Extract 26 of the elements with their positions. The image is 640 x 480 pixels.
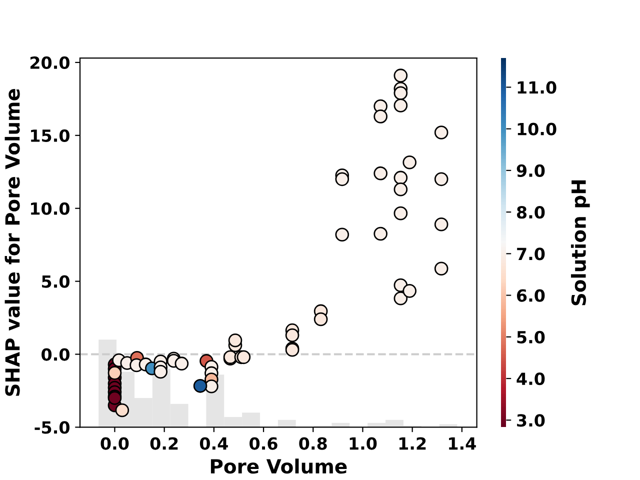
color-bar-title: Solution pH [570, 180, 590, 306]
color-bar-label: 9.0 [516, 164, 545, 178]
x-axis-title: Pore Volume [210, 458, 347, 474]
y-tick-label: 5.0 [42, 275, 70, 288]
x-tick-label: 0.0 [100, 437, 129, 450]
x-tick-label: 1.4 [449, 437, 476, 450]
y-tick-label: 15.0 [31, 129, 70, 142]
y-axis-title: SHAP value for Pore Volume [4, 88, 20, 396]
y-tick-label: -5.0 [34, 421, 70, 434]
y-tick-label: 20.0 [30, 56, 70, 70]
x-tick-label: 0.2 [150, 437, 178, 450]
color-bar-label: 10.0 [518, 122, 556, 136]
color-bar-label: 7.0 [517, 248, 545, 260]
y-tick-label: 0.0 [42, 348, 70, 361]
color-bar-label: 3.0 [517, 414, 545, 427]
color-bar-label: 6.0 [516, 289, 545, 302]
color-bar-label: 4.0 [516, 372, 545, 386]
y-tick-label: 10.0 [31, 202, 70, 215]
color-bar-label: 11.0 [518, 81, 556, 94]
x-tick-label: 0.4 [200, 437, 228, 450]
color-bar-label: 5.0 [517, 330, 545, 344]
x-tick-label: 1.0 [350, 437, 377, 450]
color-bar-label: 8.0 [516, 206, 545, 219]
x-tick-label: 0.6 [250, 437, 278, 450]
x-tick-label: 1.2 [399, 437, 426, 450]
x-tick-label: 0.8 [299, 437, 327, 450]
